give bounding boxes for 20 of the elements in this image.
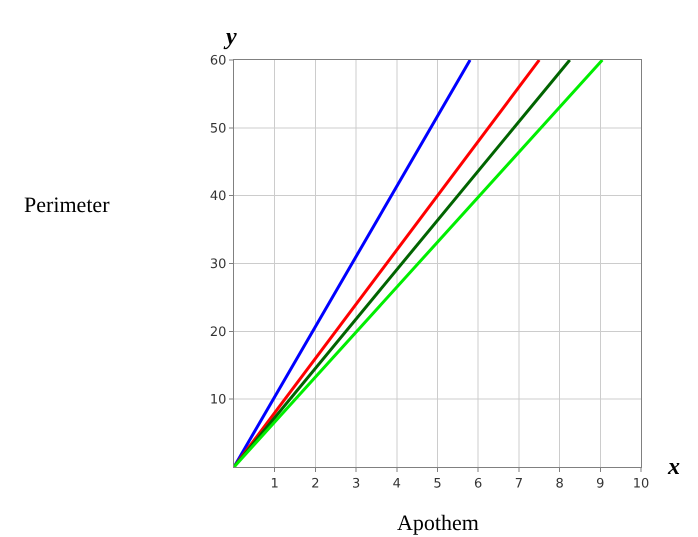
text: y — [223, 24, 237, 50]
y-tick-label: 60 — [210, 54, 226, 69]
y-tick-label: 40 — [210, 189, 226, 204]
x-tick-label: 2 — [311, 476, 320, 492]
x-tick-label: 10 — [632, 476, 650, 492]
x-tick-label: 8 — [555, 476, 564, 492]
x-tick-label: 6 — [474, 476, 482, 492]
y-tick-label: 30 — [210, 257, 226, 272]
x-tick-label: 5 — [433, 476, 442, 492]
x-tick-label: 4 — [392, 476, 401, 492]
x-tick-label: 3 — [352, 476, 360, 492]
x-tick-label: 9 — [596, 476, 604, 492]
y-tick-label: 50 — [210, 121, 226, 136]
y-tick-label: 10 — [210, 392, 226, 408]
x-tick-label: 7 — [514, 476, 524, 492]
text: x — [667, 454, 680, 480]
x-axis-title: Apothem — [397, 510, 479, 535]
x-tick-label: 1 — [270, 476, 279, 492]
y-axis-title: Perimeter — [24, 192, 110, 217]
y-tick-label: 20 — [210, 324, 226, 340]
